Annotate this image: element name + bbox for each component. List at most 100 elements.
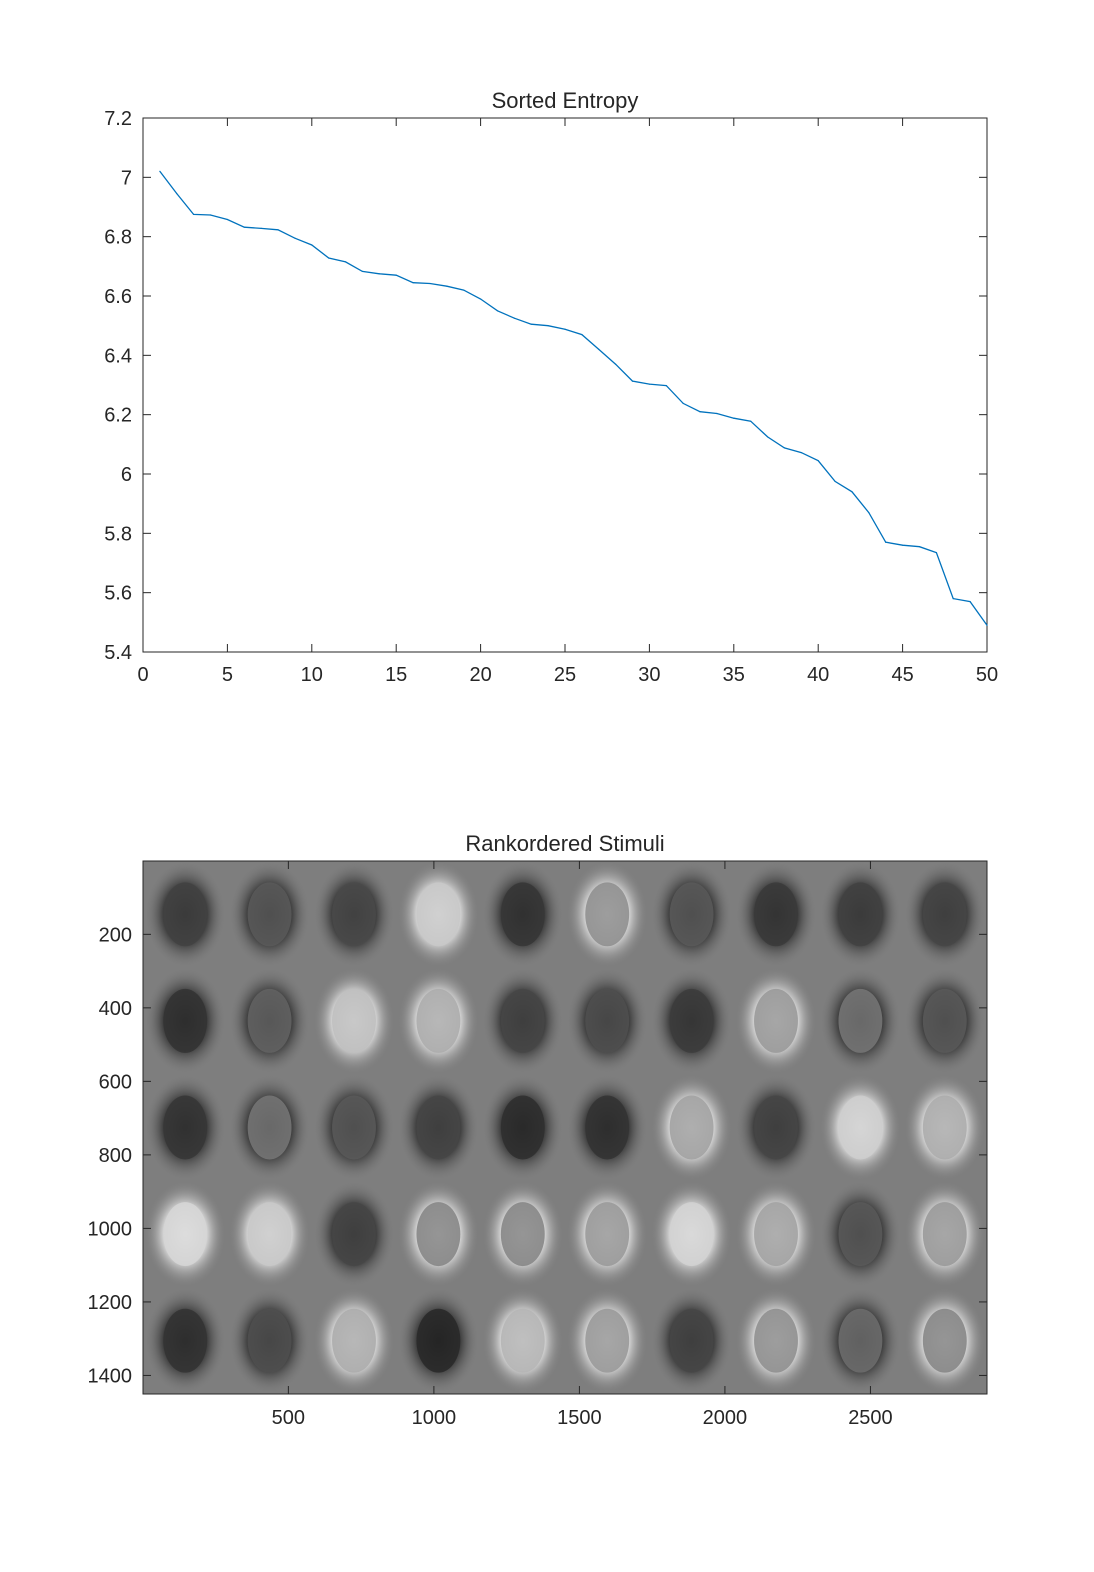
stimulus-core (585, 1202, 630, 1267)
entropy-point (564, 328, 566, 330)
stimulus-core (754, 1095, 798, 1160)
stimulus-tile (482, 861, 564, 968)
stimuli-axes: 500 1000 1500 2000 2500 200 400 600 800 1000 1200… (88, 831, 988, 1429)
entropy-point (868, 511, 870, 514)
stimulus-tile (819, 1074, 901, 1181)
stimulus-tile (904, 861, 986, 968)
stimulus-tile (229, 1074, 311, 1181)
stimulus-core (922, 1308, 967, 1373)
entropy-point (446, 285, 448, 287)
stimulus-tile (735, 861, 817, 968)
stimulus-core (500, 882, 545, 947)
entropy-x-tick-label: 0 (137, 664, 148, 686)
entropy-point (750, 420, 752, 422)
entropy-point (311, 244, 313, 246)
stimuli-plot-frame (142, 860, 988, 1395)
entropy-x-tick-label: 40 (807, 664, 829, 686)
stimulus-core (247, 882, 292, 947)
entropy-point (581, 333, 583, 336)
stimuli-x-tick-labels: 500 1000 1500 2000 2500 (272, 1407, 893, 1429)
stimulus-core (838, 1308, 883, 1373)
stimulus-tile (735, 967, 817, 1075)
stimulus-core (922, 882, 967, 947)
entropy-point (935, 552, 937, 554)
entropy-point (159, 170, 161, 172)
stimulus-tile (904, 1287, 986, 1394)
entropy-y-tick-label: 6.2 (104, 405, 132, 427)
entropy-point (294, 237, 296, 239)
stimuli-x-tick-label: 2500 (848, 1407, 893, 1429)
stimulus-tile (904, 967, 986, 1075)
stimulus-tile (229, 1287, 311, 1394)
stimuli-y-tick-label: 1200 (88, 1292, 133, 1314)
entropy-x-tick-label: 50 (976, 664, 998, 686)
stimulus-core (754, 1308, 798, 1373)
entropy-point (766, 436, 769, 438)
stimulus-tile (819, 1180, 901, 1288)
entropy-point (530, 323, 532, 325)
stimulus-tile (144, 861, 226, 968)
stimulus-core (838, 988, 883, 1053)
stimulus-tile (566, 967, 648, 1075)
stimulus-tile (651, 967, 733, 1075)
entropy-point (193, 213, 195, 216)
stimulus-tile (819, 1287, 901, 1394)
stimulus-tile (229, 967, 311, 1075)
stimuli-title: Rankordered Stimuli (465, 831, 664, 856)
stimulus-core (247, 1095, 292, 1160)
stimulus-core (500, 988, 545, 1053)
stimuli-y-tick-label: 400 (99, 998, 132, 1020)
stimulus-tile (397, 967, 479, 1075)
stimulus-core (585, 1095, 630, 1160)
entropy-x-tick-labels: 0 5 10 15 20 25 30 35 40 45 50 (137, 664, 998, 686)
stimulus-tile (229, 1180, 311, 1288)
entropy-point (648, 383, 651, 385)
stimulus-core (922, 1202, 967, 1267)
stimuli-y-tick-labels: 200 400 600 800 1000 1200 1400 (88, 924, 133, 1387)
stimulus-tile (735, 1074, 817, 1181)
stimulus-core (332, 1308, 376, 1373)
entropy-points (159, 170, 988, 626)
stimulus-core (332, 1202, 376, 1267)
stimulus-tile (313, 967, 395, 1075)
entropy-x-tick-label: 15 (385, 664, 407, 686)
stimulus-tile (482, 1287, 564, 1394)
entropy-point (226, 218, 228, 221)
stimulus-tile (397, 861, 479, 968)
stimuli-x-tick-label: 2000 (703, 1407, 748, 1429)
stimulus-core (500, 1308, 545, 1373)
stimulus-tile (482, 1074, 564, 1181)
entropy-y-tick-label: 6.8 (104, 227, 132, 249)
entropy-point (885, 541, 887, 543)
stimulus-core (838, 1095, 883, 1160)
entropy-point (783, 447, 786, 449)
entropy-point (378, 273, 380, 275)
entropy-point (395, 274, 397, 276)
entropy-point (631, 380, 634, 382)
stimulus-core (669, 1202, 714, 1267)
entropy-point (598, 348, 600, 350)
entropy-point (716, 412, 718, 415)
entropy-x-tick-label: 45 (891, 664, 913, 686)
stimulus-tile (313, 1074, 395, 1181)
entropy-point (344, 261, 347, 263)
entropy-point (260, 227, 262, 229)
stimulus-core (416, 882, 461, 947)
entropy-point (496, 310, 499, 312)
entropy-point (480, 298, 482, 300)
stimulus-tile (313, 1180, 395, 1288)
stimulus-tile (482, 1180, 564, 1288)
stimulus-core (669, 988, 714, 1053)
stimuli-y-tick-label: 200 (99, 924, 132, 946)
entropy-line (159, 171, 988, 626)
entropy-x-tick-label: 25 (554, 664, 576, 686)
entropy-point (615, 363, 617, 365)
entropy-point (361, 270, 364, 272)
entropy-x-tick-label: 35 (723, 664, 745, 686)
entropy-x-tick-label: 20 (469, 664, 491, 686)
stimulus-tile (482, 967, 564, 1075)
stimulus-core (585, 1308, 630, 1373)
stimulus-core (416, 1308, 461, 1373)
entropy-point (834, 480, 836, 483)
